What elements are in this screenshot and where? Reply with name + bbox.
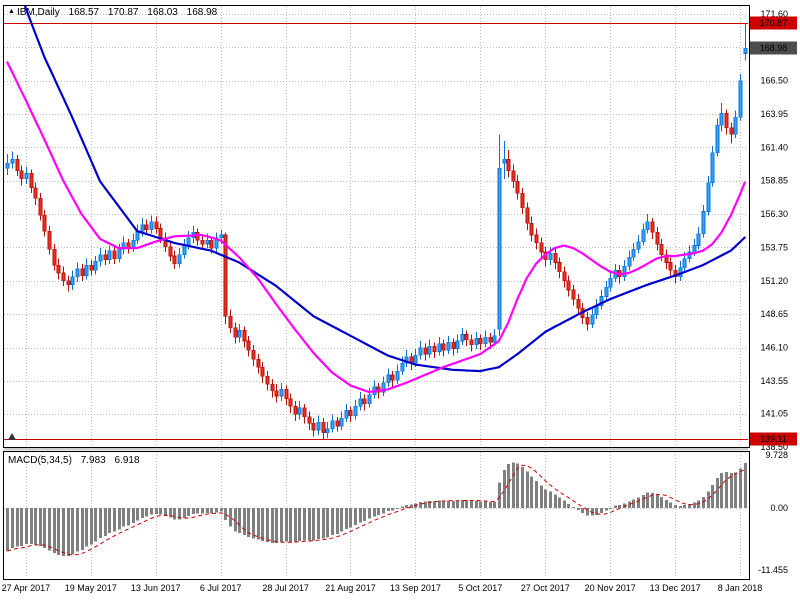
ohlc-open: 168.57	[68, 7, 100, 18]
macd-indicator-label: MACD(5,34,5) 7.983 6.918	[8, 455, 140, 466]
price-tick-label: 153.75	[760, 242, 788, 252]
ohlc-close: 168.98	[186, 7, 218, 18]
price-badge-label: 139.11	[760, 434, 787, 444]
macd-name: MACD(5,34,5)	[8, 455, 72, 466]
macd-signal-line	[7, 464, 745, 556]
price-badge-label: 168.98	[760, 43, 788, 53]
price-tick-label: 158.85	[760, 176, 788, 186]
symbol-ohlc-label: ▲ IBM,Daily 168.57 170.87 168.03 168.98	[8, 7, 217, 18]
macd-panel-border	[3, 451, 750, 580]
date-label: 5 Oct 2017	[458, 583, 502, 593]
symbol-marker-icon: ▲	[8, 8, 15, 15]
price-tick-label: 163.95	[760, 109, 788, 119]
price-tick-label: 171.60	[760, 9, 788, 19]
macd-signal-value: 6.918	[114, 455, 140, 466]
macd-tick-label: -11.455	[758, 565, 788, 575]
macd-tick-label: 0.00	[770, 503, 788, 513]
date-label: 28 Jul 2017	[262, 583, 309, 593]
date-label: 21 Aug 2017	[325, 583, 376, 593]
price-badge	[750, 16, 797, 30]
price-tick-label: 141.05	[760, 409, 788, 419]
macd-axis-labels[interactable]: 9.728 0.00 -11.455	[758, 450, 788, 575]
date-label: 8 Jan 2018	[718, 583, 763, 593]
price-tick-label: 143.55	[760, 376, 788, 386]
slow-ma-line	[23, 6, 746, 373]
price-tick-label: 156.30	[760, 209, 788, 219]
chart-marker-icon	[8, 433, 16, 440]
price-tick-label: 151.20	[760, 276, 788, 286]
price-level-lines[interactable]	[4, 23, 748, 440]
ohlc-high: 170.87	[107, 7, 139, 18]
price-badge	[750, 41, 797, 55]
date-label: 13 Sep 2017	[390, 583, 441, 593]
price-tick-label: 166.50	[760, 76, 788, 86]
price-tick-label: 161.40	[760, 142, 788, 152]
date-label: 27 Oct 2017	[521, 583, 570, 593]
date-label: 13 Jun 2017	[131, 583, 181, 593]
date-label: 19 May 2017	[65, 583, 117, 593]
fast-ma-line	[6, 61, 746, 394]
symbol-timeframe-text: IBM,Daily	[16, 7, 60, 18]
macd-histogram	[6, 462, 747, 557]
price-axis-labels[interactable]: 171.60 166.50 163.95 161.40 158.85 156.30 153.…	[760, 9, 788, 452]
macd-tick-label: 9.728	[765, 450, 788, 460]
price-tick-label: 148.65	[760, 309, 788, 319]
price-badge-label: 170.87	[760, 18, 788, 28]
date-label: 20 Nov 2017	[585, 583, 636, 593]
price-tick-label: 138.50	[760, 442, 788, 452]
date-label: 13 Dec 2017	[650, 583, 701, 593]
grid-lines	[4, 6, 748, 578]
date-label: 27 Apr 2017	[2, 583, 51, 593]
panel-separator[interactable]	[4, 447, 748, 451]
price-badges: 170.87 168.98 139.11	[750, 16, 797, 446]
main-panel-border	[3, 5, 750, 448]
ohlc-low: 168.03	[147, 7, 178, 18]
time-axis-labels[interactable]: 27 Apr 2017 19 May 2017 13 Jun 2017 6 Jul 2…	[2, 583, 763, 593]
price-tick-label: 146.10	[760, 343, 788, 353]
date-label: 6 Jul 2017	[200, 583, 242, 593]
candles	[5, 23, 748, 440]
macd-value: 7.983	[80, 455, 106, 466]
price-badge	[750, 432, 797, 446]
